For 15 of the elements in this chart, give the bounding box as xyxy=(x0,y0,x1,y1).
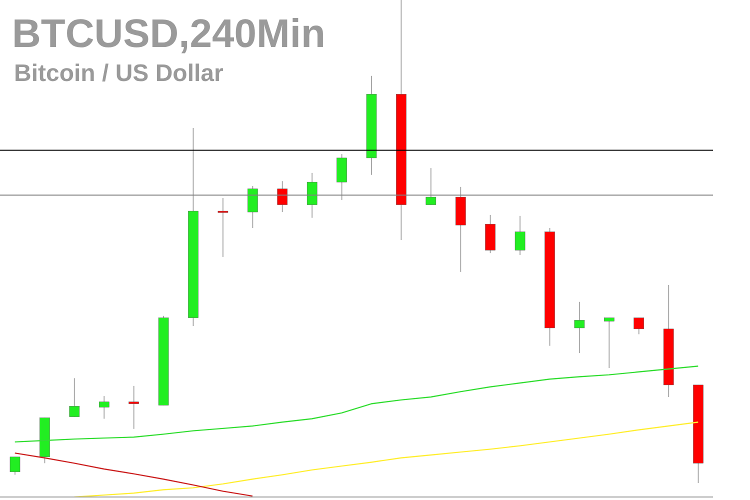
candlestick xyxy=(634,317,644,335)
candlestick xyxy=(218,198,228,258)
candlestick xyxy=(128,385,139,430)
text: Bitcoin / US Dollar xyxy=(14,60,224,87)
candlestick xyxy=(69,378,80,418)
candlestick xyxy=(277,180,288,213)
candlestick xyxy=(98,396,110,420)
candlestick xyxy=(306,172,318,218)
chart-title: BTCUSD,240Min xyxy=(12,12,326,56)
candlestick xyxy=(248,185,258,228)
candlestick xyxy=(604,317,614,369)
candlestick xyxy=(574,301,585,354)
candlestick xyxy=(10,456,20,476)
candlestick xyxy=(426,168,436,206)
candlestick xyxy=(514,215,526,256)
